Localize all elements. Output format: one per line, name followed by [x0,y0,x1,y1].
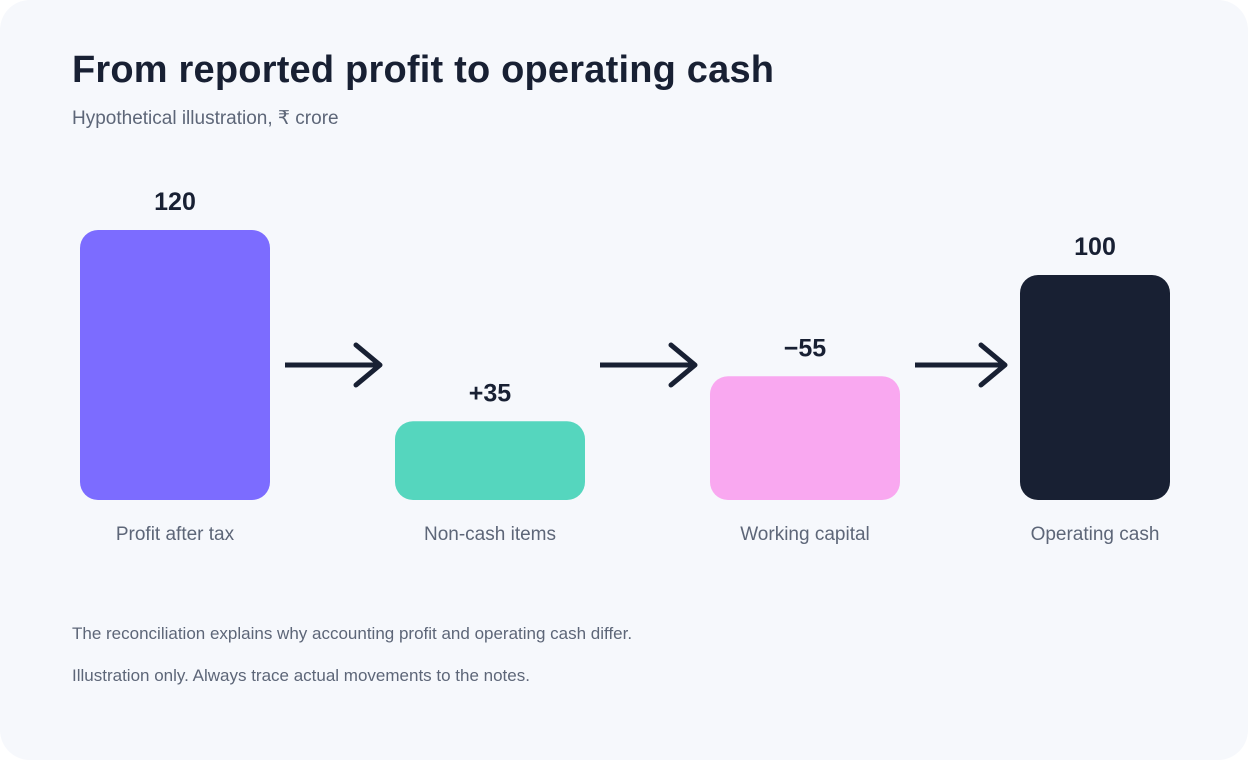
value-label-operating-cash: 100 [1074,233,1116,261]
disclaimer-note: Illustration only. Always trace actual m… [72,666,530,685]
chart-subtitle: Hypothetical illustration, ₹ crore [72,108,339,129]
bar-profit-after-tax [80,230,270,500]
value-label-non-cash-items: +35 [469,379,512,407]
flow-arrow-icon [600,342,698,388]
bar-non-cash-items [395,421,585,500]
category-label-profit-after-tax: Profit after tax [116,524,235,545]
flow-arrow-icon [915,342,1008,388]
value-label-working-capital: −55 [784,334,827,362]
category-label-operating-cash: Operating cash [1031,524,1160,545]
category-label-non-cash-items: Non-cash items [424,524,556,545]
flow-arrow-icon [285,342,383,388]
bar-operating-cash [1020,275,1170,500]
chart-title: From reported profit to operating cash [72,49,775,91]
value-label-profit-after-tax: 120 [154,188,196,216]
reconciliation-note: The reconciliation explains why accounti… [72,624,633,643]
bar-working-capital [710,376,900,500]
category-label-working-capital: Working capital [740,524,870,545]
